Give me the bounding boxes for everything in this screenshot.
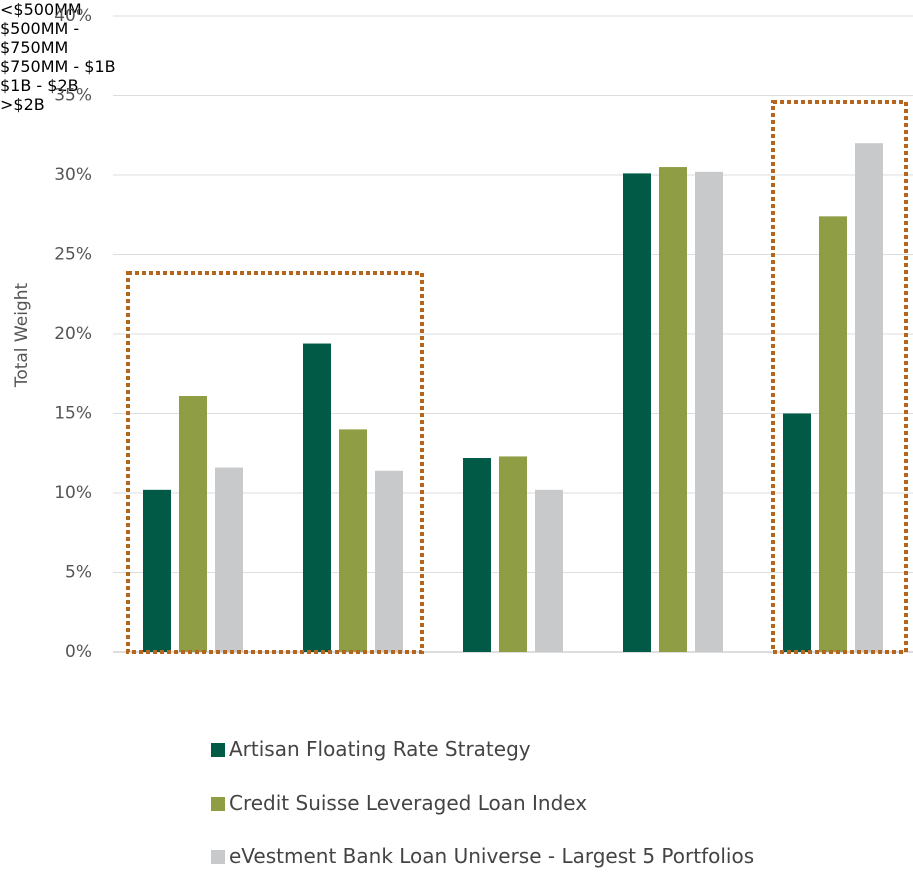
y-tick-label: 25% <box>54 245 92 265</box>
y-tick-label: 0% <box>65 642 92 662</box>
bar <box>143 489 171 652</box>
legend-label: eVestment Bank Loan Universe - Largest 5… <box>229 844 755 868</box>
legend-label: Credit Suisse Leveraged Loan Index <box>229 790 588 815</box>
y-tick-label: 5% <box>65 563 92 583</box>
bar <box>659 167 687 653</box>
highlight-box <box>771 100 908 654</box>
highlight-box <box>126 271 424 654</box>
legend-label: Artisan Floating Rate Strategy <box>229 737 531 761</box>
bar <box>179 396 207 652</box>
y-tick-label: 15% <box>54 404 92 424</box>
bar <box>499 456 527 652</box>
y-axis-label: Total Weight <box>12 283 32 389</box>
bar <box>463 458 491 652</box>
plot: 0% 5% 10% 15% 20% 25% 30% 35% 40% <box>54 6 913 662</box>
x-tick-label: $500MM - $750MM <box>0 19 80 57</box>
legend-swatch <box>211 796 225 811</box>
bar <box>855 143 883 652</box>
y-tick-label: 35% <box>54 86 92 106</box>
bar <box>303 343 331 652</box>
y-tick-label: 20% <box>54 324 92 344</box>
bar <box>535 489 563 652</box>
bar <box>215 467 243 652</box>
bar <box>783 413 811 652</box>
x-tick-label: <$500MM <box>0 0 82 19</box>
legend-swatch <box>211 850 225 864</box>
y-tick-label: 10% <box>54 483 92 503</box>
x-tick-label: $1B - $2B <box>0 76 79 95</box>
bar <box>819 216 847 652</box>
x-tick-label: >$2B <box>0 95 45 114</box>
bar <box>375 470 403 652</box>
legend-swatch <box>211 743 225 757</box>
y-tick-label: 40% <box>54 6 92 26</box>
bar <box>339 429 367 652</box>
bar <box>695 171 723 652</box>
x-tick-label: $750MM - $1B <box>0 57 116 76</box>
y-tick-label: 30% <box>54 165 92 185</box>
bar <box>623 173 651 652</box>
